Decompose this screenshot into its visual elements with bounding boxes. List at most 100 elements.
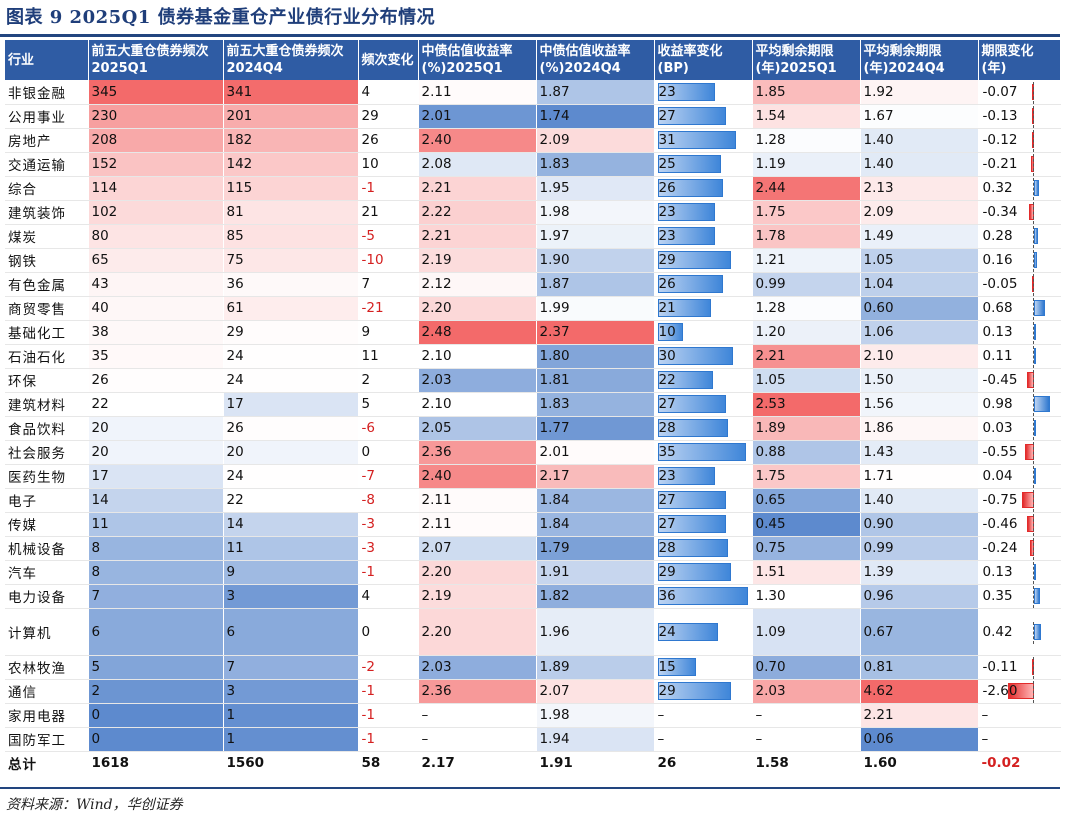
yield-change-bar-wrap: 27: [657, 514, 749, 534]
cell-freq-2024q4: 6: [223, 608, 359, 656]
table-row: 房地产 208 182 26 2.40 2.09 31 1.28 1.40 -0.12: [5, 128, 1061, 153]
cell-maturity-change: -0.12: [978, 128, 1061, 153]
maturity-change-bar-wrap: 0.13: [982, 562, 1057, 584]
cell-yield-2024q4: 1.82: [536, 584, 655, 609]
maturity-change-value: -0.07: [982, 83, 1018, 100]
maturity-change-bar: [1033, 324, 1036, 340]
cell-yield-2025q1: 2.20: [418, 296, 537, 321]
cell-freq-2025q1: 11: [88, 512, 224, 537]
cell-freq-2025q1: 65: [88, 248, 224, 273]
maturity-change-bar: [1033, 252, 1037, 268]
cell-yield-change: 23: [654, 80, 753, 105]
maturity-change-value: 0.16: [982, 252, 1013, 268]
maturity-change-bar-wrap: -0.34: [982, 202, 1057, 224]
yield-change-value: 31: [658, 132, 676, 148]
cell-freq-2025q1: 0: [88, 727, 224, 752]
cell-yield-2024q4: 1.98: [536, 703, 655, 728]
table-row: 家用电器 0 1 -1–1.98– –2.21–: [5, 703, 1061, 728]
cell-industry: 总计: [5, 751, 89, 775]
cell-yield-change: 30: [654, 344, 753, 369]
source-note: 资料来源：Wind，华创证券: [6, 797, 183, 813]
table-row: 商贸零售 40 61 -21 2.20 1.99 21 1.28 0.60 0.68: [5, 296, 1061, 321]
cell-industry: 公用事业: [5, 104, 89, 129]
cell-maturity-2025q1: 0.75: [752, 536, 861, 561]
cell-freq-2024q4: 14: [223, 512, 359, 537]
maturity-change-axis: [1032, 250, 1034, 272]
cell-maturity-2024q4: 1.43: [860, 440, 979, 465]
table-row: 建筑材料 22 17 5 2.10 1.83 27 2.53 1.56 0.98: [5, 392, 1061, 417]
cell-maturity-2024q4: 1.39: [860, 560, 979, 585]
cell-industry: 石油石化: [5, 344, 89, 369]
cell-yield-change: 36: [654, 584, 753, 609]
maturity-change-bar-wrap: -0.24: [982, 538, 1057, 560]
yield-change-value: 23: [658, 468, 676, 484]
cell-maturity-change: -0.21: [978, 152, 1061, 177]
cell-yield-2025q1: 2.12: [418, 272, 537, 297]
table-row: 社会服务 20 20 0 2.36 2.01 35 0.88 1.43 -0.55: [5, 440, 1061, 465]
yield-change-value: 36: [658, 588, 676, 604]
cell-industry: 汽车: [5, 560, 89, 585]
cell-maturity-change: 0.04: [978, 464, 1061, 489]
cell-freq-2025q1: 20: [88, 440, 224, 465]
cell-industry: 建筑装饰: [5, 200, 89, 225]
cell-industry: 非银金融: [5, 80, 89, 105]
cell-maturity-2024q4: 4.62: [860, 679, 979, 704]
maturity-change-axis: [1032, 681, 1034, 703]
cell-freq-2025q1: 14: [88, 488, 224, 513]
cell-industry: 食品饮料: [5, 416, 89, 441]
cell-maturity-2025q1: 2.44: [752, 176, 861, 201]
maturity-change-value: 0.28: [982, 228, 1013, 244]
cell-freq-change: -5: [358, 224, 419, 249]
cell-freq-change: 10: [358, 152, 419, 177]
yield-change-bar: [657, 563, 731, 581]
table-row: 医药生物 17 24 -7 2.40 2.17 23 1.75 1.71 0.04: [5, 464, 1061, 489]
cell-yield-2024q4: 1.94: [536, 727, 655, 752]
yield-change-bar: [657, 251, 731, 269]
cell-maturity-change: -0.34: [978, 200, 1061, 225]
cell-freq-change: -21: [358, 296, 419, 321]
yield-change-value: 26: [658, 180, 676, 196]
yield-change-bar: [657, 371, 713, 389]
cell-yield-change: 27: [654, 104, 753, 129]
cell-freq-2024q4: 142: [223, 152, 359, 177]
cell-freq-2024q4: 11: [223, 536, 359, 561]
cell-maturity-2024q4: 0.96: [860, 584, 979, 609]
cell-freq-2024q4: 341: [223, 80, 359, 105]
table-row: 通信 2 3 -1 2.36 2.07 29 2.03 4.62 -2.60: [5, 679, 1061, 704]
table-row: 机械设备 8 11 -3 2.07 1.79 28 0.75 0.99 -0.24: [5, 536, 1061, 561]
maturity-change-value: -0.46: [982, 516, 1018, 532]
maturity-change-bar-wrap: -0.07: [982, 81, 1057, 104]
maturity-change-bar-wrap: 0.42: [982, 621, 1057, 644]
yield-change-bar: [657, 179, 723, 197]
yield-change-bar: [657, 491, 726, 509]
maturity-change-bar: [1033, 564, 1036, 580]
maturity-change-value: -0.34: [982, 204, 1018, 220]
cell-yield-2025q1: 2.08: [418, 152, 537, 177]
col-header-industry: 行业: [5, 40, 89, 80]
yield-change-bar: [657, 587, 748, 605]
yield-change-bar: [657, 155, 721, 173]
yield-change-bar-wrap: 27: [657, 490, 749, 510]
cell-maturity-2024q4: 2.10: [860, 344, 979, 369]
cell-yield-change: 23: [654, 464, 753, 489]
table-row: 石油石化 35 24 11 2.10 1.80 30 2.21 2.10 0.11: [5, 344, 1061, 369]
maturity-change-bar-wrap: 0.04: [982, 466, 1057, 488]
cell-yield-2024q4: 1.89: [536, 655, 655, 680]
cell-maturity-2024q4: 1.40: [860, 152, 979, 177]
yield-change-bar: [657, 323, 683, 341]
cell-maturity-2025q1: 2.03: [752, 679, 861, 704]
maturity-change-bar: [1033, 300, 1045, 316]
maturity-change-bar: [1033, 420, 1036, 436]
cell-industry: 综合: [5, 176, 89, 201]
yield-change-bar-wrap: 26: [657, 274, 749, 294]
cell-freq-2025q1: 230: [88, 104, 224, 129]
cell-yield-change: 29: [654, 560, 753, 585]
yield-change-bar-wrap: 27: [657, 394, 749, 414]
cell-maturity-change: -0.13: [978, 104, 1061, 129]
cell-maturity-2025q1: 1.75: [752, 200, 861, 225]
yield-change-value: 29: [658, 564, 676, 580]
maturity-change-bar-wrap: 0.32: [982, 178, 1057, 200]
cell-maturity-change: 0.16: [978, 248, 1061, 273]
cell-maturity-2024q4: 1.67: [860, 104, 979, 129]
maturity-change-bar-wrap: -0.75: [982, 490, 1057, 512]
